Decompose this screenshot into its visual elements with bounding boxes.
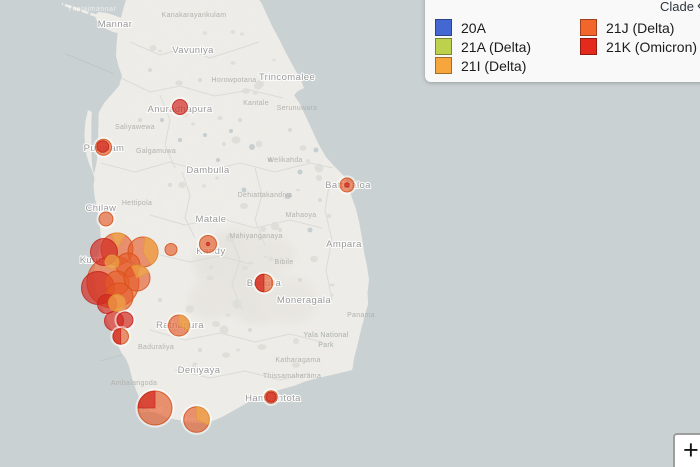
svg-text:Trincomalee: Trincomalee <box>259 72 315 83</box>
svg-text:Panama: Panama <box>347 312 375 319</box>
svg-text:Ampara: Ampara <box>326 239 362 250</box>
svg-text:Thalaimannar: Thalaimannar <box>68 6 117 13</box>
svg-text:Yala National: Yala National <box>303 332 348 339</box>
svg-text:Deniyaya: Deniyaya <box>178 365 221 376</box>
svg-text:Mahaoya: Mahaoya <box>286 212 317 219</box>
svg-text:Serunuwara: Serunuwara <box>277 105 318 112</box>
svg-text:Bibile: Bibile <box>275 259 294 266</box>
svg-text:Thissamaharama: Thissamaharama <box>263 373 321 380</box>
svg-text:Matale: Matale <box>196 214 227 225</box>
svg-text:Vavuniya: Vavuniya <box>172 45 214 56</box>
svg-text:Park: Park <box>318 342 334 349</box>
svg-text:Saliyawewa: Saliyawewa <box>115 124 155 131</box>
svg-text:Dehiattakandiya: Dehiattakandiya <box>238 192 293 199</box>
svg-text:Katharagama: Katharagama <box>275 357 320 364</box>
svg-text:Mahiyanganaya: Mahiyanganaya <box>229 233 282 240</box>
svg-text:Horowpotana: Horowpotana <box>212 77 257 84</box>
svg-text:Hettipola: Hettipola <box>122 200 152 207</box>
svg-text:Mannar: Mannar <box>98 19 133 30</box>
svg-text:Galgamuwa: Galgamuwa <box>136 148 176 155</box>
svg-text:Baduraliya: Baduraliya <box>138 344 174 351</box>
svg-text:Kantale: Kantale <box>243 100 269 107</box>
svg-text:Ambalangoda: Ambalangoda <box>111 380 158 387</box>
svg-text:Kanakarayankulam: Kanakarayankulam <box>162 12 227 19</box>
svg-text:Dambulla: Dambulla <box>186 165 230 176</box>
svg-text:Moneragala: Moneragala <box>277 295 331 306</box>
svg-text:Welikanda: Welikanda <box>267 157 302 164</box>
